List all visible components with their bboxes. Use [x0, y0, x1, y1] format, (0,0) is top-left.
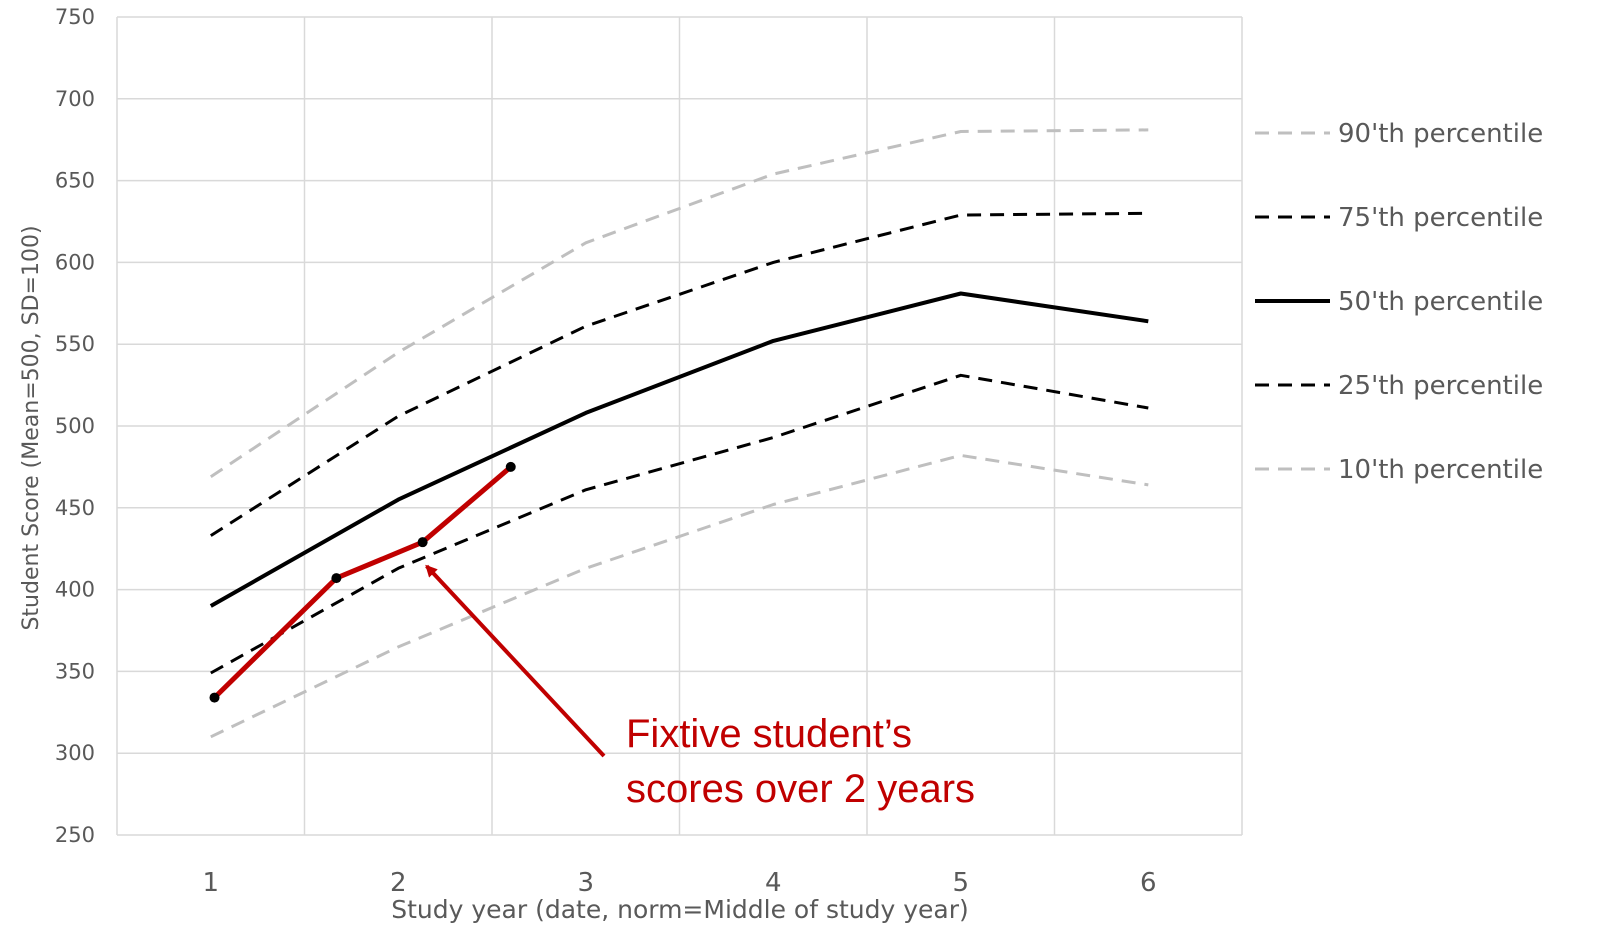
series-line-p90	[209, 128, 1149, 478]
y-axis-title: Student Score (Mean=500, SD=100)	[19, 225, 44, 630]
gridlines	[116, 16, 1243, 836]
series-lines	[209, 128, 1149, 739]
series-line-p10	[210, 453, 1149, 739]
annotation-line-1: Fixtive student’s	[626, 712, 912, 756]
y-tick-label: 700	[55, 87, 95, 111]
x-tick-label: 1	[202, 868, 219, 898]
y-tick-label: 650	[55, 169, 95, 193]
y-axis-ticks: 250 300 350 400 450 500 550 600 650 700 750	[55, 5, 95, 847]
x-tick-label: 3	[577, 868, 594, 898]
x-axis-title: Study year (date, norm=Middle of study y…	[391, 895, 969, 924]
x-tick-label: 5	[952, 868, 969, 898]
y-tick-label: 450	[55, 496, 95, 520]
legend-label-p10: 10'th percentile	[1338, 455, 1543, 485]
series-line-p25	[210, 373, 1149, 675]
y-tick-label: 300	[55, 741, 95, 765]
legend-label-p25: 25'th percentile	[1338, 371, 1543, 401]
x-axis-ticks: 1 2 3 4 5 6	[202, 868, 1156, 898]
annotation-arrow	[425, 564, 606, 758]
x-tick-label: 4	[765, 868, 782, 898]
student-point	[331, 573, 342, 584]
student-point	[417, 537, 428, 548]
y-tick-label: 250	[55, 823, 95, 847]
y-tick-label: 750	[55, 5, 95, 29]
x-tick-label: 6	[1140, 868, 1157, 898]
student-point	[209, 692, 220, 703]
series-line-p75	[209, 211, 1149, 537]
annotation: Fixtive student’s scores over 2 years	[425, 564, 975, 811]
legend-label-p75: 75'th percentile	[1338, 203, 1543, 233]
student-point	[505, 461, 516, 472]
legend: 90'th percentile 75'th percentile 50'th pe…	[1255, 119, 1543, 485]
y-tick-label: 550	[55, 332, 95, 356]
y-tick-label: 350	[55, 659, 95, 683]
legend-label-p90: 90'th percentile	[1338, 119, 1543, 149]
y-tick-label: 600	[55, 250, 95, 274]
y-tick-label: 400	[55, 578, 95, 602]
series-line-p50	[209, 291, 1149, 608]
student-line	[212, 464, 513, 700]
legend-label-p50: 50'th percentile	[1338, 287, 1543, 317]
y-tick-label: 500	[55, 414, 95, 438]
annotation-line-2: scores over 2 years	[626, 767, 975, 811]
x-tick-label: 2	[390, 868, 407, 898]
student-series	[209, 461, 516, 703]
